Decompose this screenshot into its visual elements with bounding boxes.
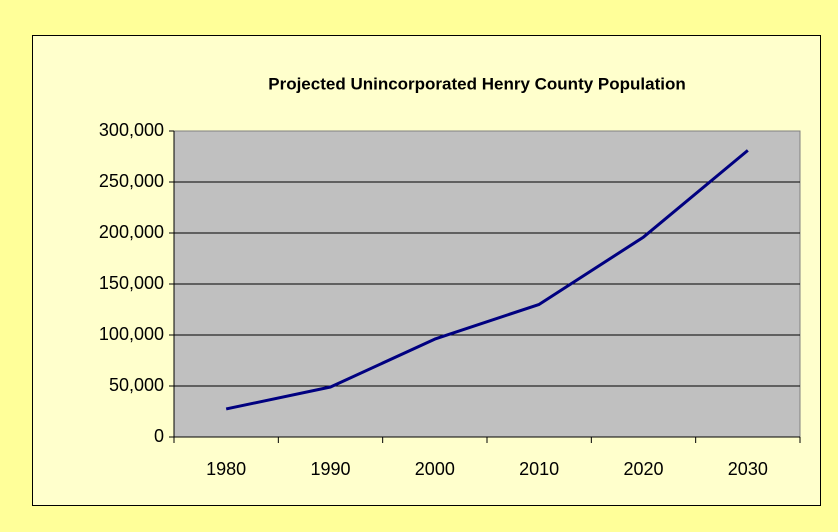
y-tick-label: 300,000	[99, 120, 164, 140]
x-tick-label: 1990	[310, 459, 350, 479]
chart-title: Projected Unincorporated Henry County Po…	[268, 74, 685, 93]
y-tick-label: 250,000	[99, 171, 164, 191]
y-tick-label: 200,000	[99, 222, 164, 242]
x-tick-label: 2030	[728, 459, 768, 479]
x-tick-label: 2010	[519, 459, 559, 479]
x-tick-label: 2000	[415, 459, 455, 479]
y-tick-label: 0	[154, 426, 164, 446]
data-line	[225, 149, 749, 411]
y-tick-label: 50,000	[109, 375, 164, 395]
y-tick-label: 150,000	[99, 273, 164, 293]
x-tick-label: 2020	[623, 459, 663, 479]
y-tick-label: 100,000	[99, 324, 164, 344]
x-tick-label: 1980	[206, 459, 246, 479]
